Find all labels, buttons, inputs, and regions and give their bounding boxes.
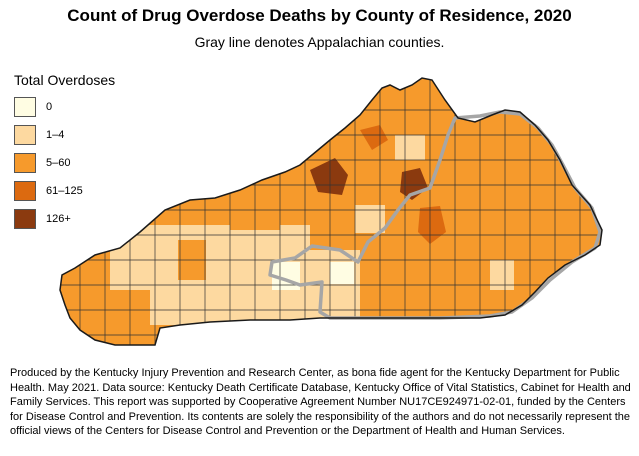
legend-swatch (14, 181, 36, 201)
map-title: Count of Drug Overdose Deaths by County … (67, 6, 572, 25)
legend-item-0: 0 (14, 96, 115, 118)
legend-label: 126+ (46, 213, 71, 225)
legend-item-1: 1–4 (14, 124, 115, 146)
legend-label: 1–4 (46, 129, 65, 141)
legend-item-2: 5–60 (14, 152, 115, 174)
legend-swatch (14, 125, 36, 145)
legend-item-4: 126+ (14, 208, 115, 230)
legend-item-3: 61–125 (14, 180, 115, 202)
legend-swatch (14, 209, 36, 229)
legend-title: Total Overdoses (14, 72, 116, 88)
county-61-125 (360, 125, 388, 150)
footer-note: Produced by the Kentucky Injury Preventi… (10, 367, 631, 437)
map-subtitle: Gray line denotes Appalachian counties. (194, 34, 445, 50)
county-61-125 (418, 206, 446, 244)
legend-label: 0 (46, 101, 53, 113)
legend-swatch (14, 153, 36, 173)
legend-label: 5–60 (46, 157, 71, 169)
legend-label: 61–125 (46, 185, 83, 197)
kentucky-county-map (59, 77, 603, 346)
region-fill (395, 135, 425, 160)
county-126-plus (310, 158, 348, 195)
legend-swatch (14, 97, 36, 117)
region-fill (490, 260, 514, 290)
region-fill (330, 262, 354, 284)
legend: Total Overdoses 0 1–4 5–60 61–125 126+ (14, 72, 115, 236)
region-fill (355, 205, 385, 233)
